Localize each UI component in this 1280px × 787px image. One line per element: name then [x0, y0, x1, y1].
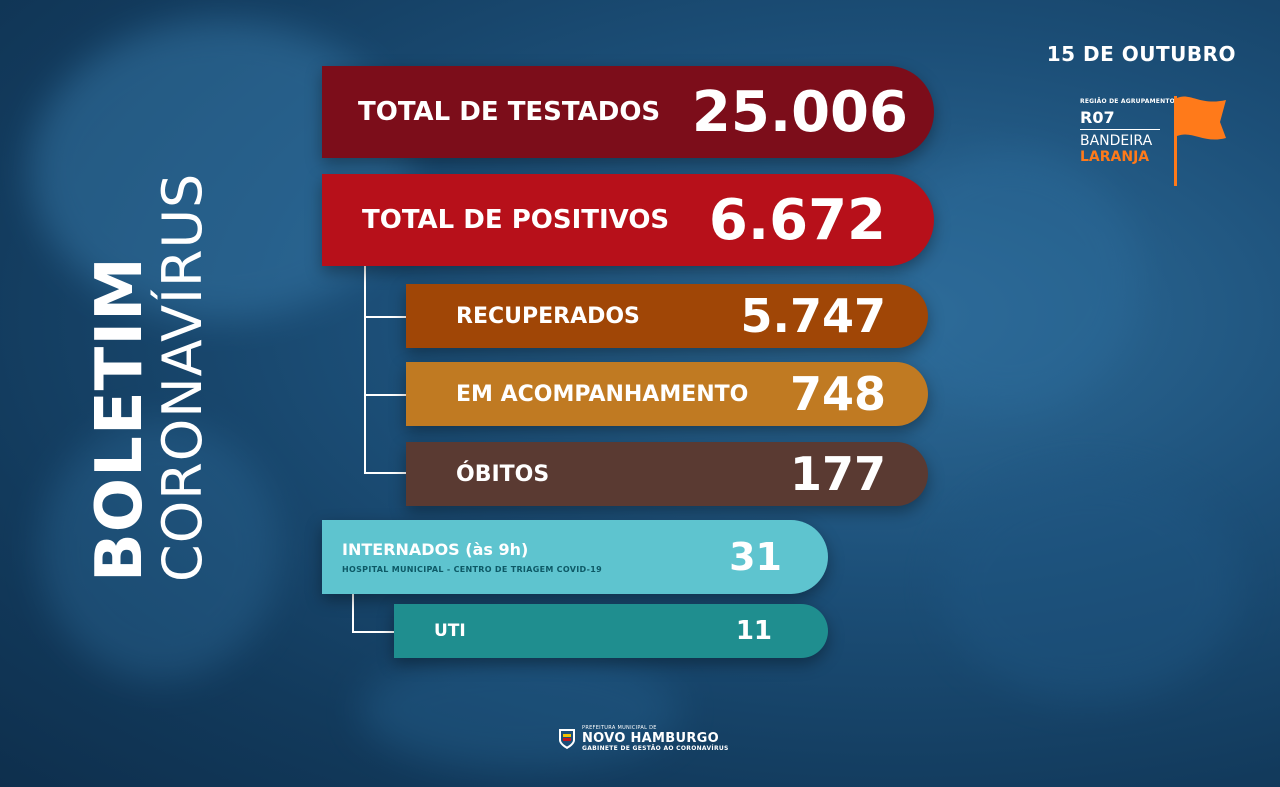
- logo-text: PREFEITURA MUNICIPAL DE NOVO HAMBURGO GA…: [582, 725, 729, 752]
- band-color-name: LARANJA: [1080, 149, 1150, 165]
- region-code: R07: [1080, 108, 1160, 130]
- stat-total-testados: TOTAL DE TESTADOS 25.006: [322, 66, 934, 158]
- stat-label: EM ACOMPANHAMENTO: [456, 381, 749, 407]
- vertical-title: BOLETIM CORONAVÍRUS: [83, 172, 214, 582]
- stat-label: INTERNADOS (às 9h): [342, 540, 529, 559]
- background-virus-blob: [40, 420, 280, 680]
- tree-branch: [364, 472, 438, 474]
- title-coronavirus: CORONAVÍRUS: [151, 172, 214, 582]
- stat-sublabel: HOSPITAL MUNICIPAL - CENTRO DE TRIAGEM C…: [342, 565, 602, 574]
- stat-obitos: ÓBITOS 177: [406, 442, 928, 506]
- stat-value: 748: [789, 367, 886, 421]
- region-flag-badge: REGIÃO DE AGRUPAMENTO R07 BANDEIRA LARAN…: [1080, 96, 1240, 190]
- stat-total-positivos: TOTAL DE POSITIVOS 6.672: [322, 174, 934, 266]
- orange-flag-icon: [1174, 96, 1226, 186]
- background-virus-blob: [360, 650, 680, 770]
- city-logo: PREFEITURA MUNICIPAL DE NOVO HAMBURGO GA…: [558, 725, 729, 752]
- logo-sub-text: GABINETE DE GESTÃO AO CORONAVÍRUS: [582, 744, 729, 752]
- title-boletim: BOLETIM: [83, 256, 157, 582]
- tree-branch: [364, 394, 438, 396]
- stat-recuperados: RECUPERADOS 5.747: [406, 284, 928, 348]
- band-label: BANDEIRA: [1080, 133, 1153, 149]
- stat-label: TOTAL DE TESTADOS: [358, 97, 661, 127]
- logo-small-text: PREFEITURA MUNICIPAL DE: [582, 725, 657, 731]
- stat-value: 177: [789, 447, 886, 501]
- tree-branch: [352, 631, 420, 633]
- stat-em-acompanhamento: EM ACOMPANHAMENTO 748: [406, 362, 928, 426]
- stat-label: TOTAL DE POSITIVOS: [362, 205, 670, 235]
- background-virus-blob: [940, 470, 1240, 700]
- stat-value: 6.672: [708, 187, 886, 253]
- stat-value: 5.747: [740, 289, 886, 343]
- stat-uti: UTI 11: [394, 604, 828, 658]
- stat-value: 11: [735, 616, 772, 646]
- stat-label: ÓBITOS: [456, 461, 550, 487]
- logo-org-name: NOVO HAMBURGO: [582, 730, 719, 746]
- report-date: 15 DE OUTUBRO: [1046, 42, 1236, 66]
- tree-branch: [364, 316, 438, 318]
- tree-connector: [364, 258, 366, 473]
- city-crest-icon: [559, 729, 575, 750]
- stat-value: 31: [729, 535, 782, 579]
- tree-connector: [352, 584, 354, 632]
- stat-label: RECUPERADOS: [456, 303, 640, 329]
- internados-text: INTERNADOS (às 9h) HOSPITAL MUNICIPAL - …: [342, 540, 602, 574]
- region-label: REGIÃO DE AGRUPAMENTO: [1080, 98, 1175, 105]
- stat-label: UTI: [434, 621, 466, 641]
- stat-value: 25.006: [691, 79, 908, 145]
- stat-internados: INTERNADOS (às 9h) HOSPITAL MUNICIPAL - …: [322, 520, 828, 594]
